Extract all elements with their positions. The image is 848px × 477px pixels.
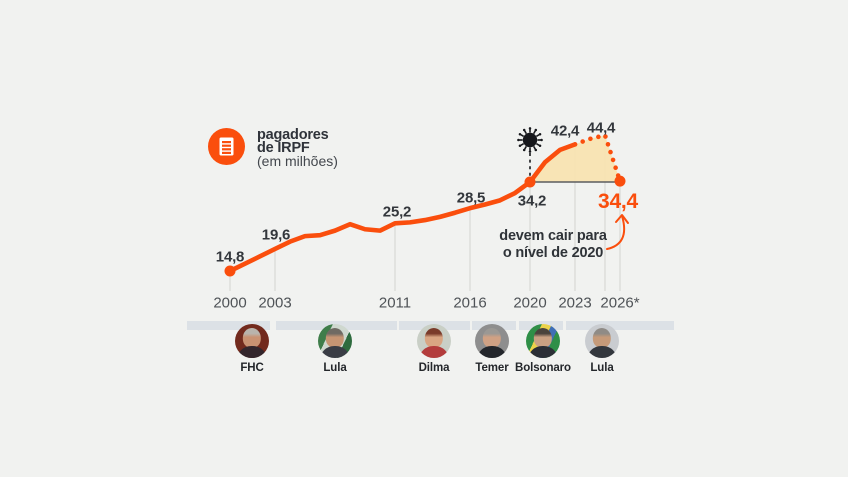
data-point-label: 28,5 (456, 189, 486, 207)
photo-head (424, 328, 444, 349)
president-name: FHC (240, 362, 264, 374)
x-tick-2020: 2020 (513, 294, 547, 312)
data-point-label: 44,4 (586, 119, 616, 137)
data-point-label: 25,2 (382, 203, 412, 221)
president-item: Temer (455, 324, 529, 374)
photo-head (592, 328, 612, 349)
president-photo (526, 324, 560, 358)
projection-end-dot (614, 175, 626, 187)
president-photo (585, 324, 619, 358)
photo-torso (528, 346, 558, 358)
annotation-line2: o nível de 2020 (502, 245, 604, 261)
document-icon (208, 128, 245, 165)
president-item: Lula (298, 324, 372, 374)
data-point-label: 42,4 (550, 122, 580, 140)
photo-torso (320, 346, 350, 358)
projection-area (530, 135, 620, 183)
start-dot (224, 265, 236, 277)
photo-head (242, 328, 262, 349)
annotation-line1: devem cair para (499, 228, 607, 244)
x-tick-2000: 2000 (213, 294, 247, 312)
x-tick-2003: 2003 (258, 294, 292, 312)
photo-head (482, 328, 502, 349)
photo-head (533, 328, 553, 349)
projection-annotation: devem cair para o nível de 2020 (453, 228, 653, 262)
data-point-label: 14,8 (215, 248, 245, 266)
x-tick-2011: 2011 (378, 294, 412, 312)
x-tick-2026: 2026* (600, 294, 640, 312)
annotation-arrow (606, 215, 626, 250)
photo-torso (419, 346, 449, 358)
actual-line (227, 142, 578, 274)
president-photo (235, 324, 269, 358)
data-point-label: 19,6 (261, 226, 291, 244)
term-band-segment (566, 321, 674, 330)
chart-legend: pagadores de IRPF (em milhões) (208, 128, 338, 168)
photo-head (325, 328, 345, 349)
president-photo (417, 324, 451, 358)
legend-subtitle: (em milhões) (257, 153, 338, 169)
legend-text: pagadores de IRPF (em milhões) (257, 128, 338, 168)
president-photo (318, 324, 352, 358)
photo-torso (477, 346, 507, 358)
data-point-label: 34,2 (517, 192, 547, 210)
president-item: Dilma (397, 324, 471, 374)
president-item: Lula (565, 324, 639, 374)
covid-year-dot (524, 176, 536, 188)
legend-title-line2: de IRPF (257, 139, 310, 156)
x-tick-2016: 2016 (453, 294, 487, 312)
president-item: Bolsonaro (506, 324, 580, 374)
term-band-segment (187, 321, 270, 330)
projection-value-label: 34,4 (597, 190, 639, 213)
coronavirus-icon (517, 127, 543, 153)
annotation-arrowhead (615, 214, 629, 224)
president-photo (475, 324, 509, 358)
president-name: Dilma (418, 362, 450, 374)
photo-torso (237, 346, 267, 358)
president-name: Lula (323, 362, 347, 374)
photo-torso (587, 346, 617, 358)
projection-dotted-line (572, 132, 623, 184)
president-name: Lula (590, 362, 614, 374)
legend-title-line1: pagadores (257, 127, 329, 143)
president-item: FHC (215, 324, 289, 374)
x-tick-2023: 2023 (558, 294, 592, 312)
president-name: Bolsonaro (515, 362, 571, 374)
president-name: Temer (475, 362, 509, 374)
